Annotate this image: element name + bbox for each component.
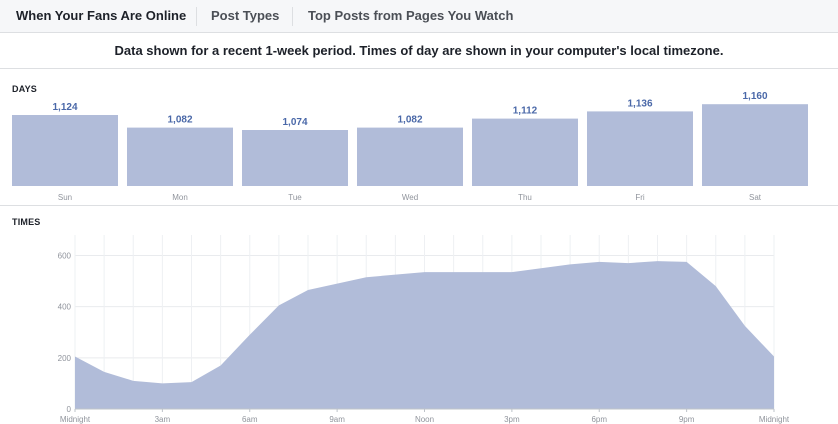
- times-area-chart: 0 200 400 600 Midnight 3am 6am 9am Noon 3pm 6pm 9pm…: [58, 235, 790, 424]
- times-y-tick-label: 200: [58, 354, 72, 363]
- day-value-label: 1,136: [627, 98, 652, 109]
- times-x-tick-label: Noon: [415, 415, 434, 424]
- day-value-label: 1,160: [742, 92, 767, 102]
- times-x-tick-label: 9am: [329, 415, 345, 424]
- day-category-label: Fri: [635, 193, 645, 202]
- day-bar-tue[interactable]: [242, 130, 348, 186]
- day-bar-sat[interactable]: [702, 104, 808, 186]
- tab-top-posts[interactable]: Top Posts from Pages You Watch: [308, 8, 514, 23]
- day-category-label: Thu: [518, 193, 532, 202]
- times-x-tick-label: 9pm: [679, 415, 695, 424]
- tab-bar: When Your Fans Are Online Post Types Top…: [0, 0, 838, 33]
- day-bar-mon[interactable]: [127, 127, 233, 186]
- day-category-label: Sat: [749, 193, 762, 202]
- tab-separator: [196, 7, 197, 26]
- day-bar-sun[interactable]: [12, 115, 118, 186]
- day-value-label: 1,074: [282, 117, 307, 128]
- days-section-label: DAYS: [12, 84, 37, 94]
- times-area-series[interactable]: [75, 261, 774, 409]
- section-divider: [0, 205, 838, 206]
- tab-when-fans-online[interactable]: When Your Fans Are Online: [16, 8, 187, 23]
- day-category-label: Tue: [288, 193, 302, 202]
- day-category-label: Sun: [58, 193, 72, 202]
- times-x-tick-label: 6am: [242, 415, 258, 424]
- day-value-label: 1,124: [52, 102, 77, 113]
- times-x-tick-label: 3am: [155, 415, 171, 424]
- days-bar-chart: 1,124 Sun 1,082 Mon 1,074 Tue 1,082 Wed 1,112 Thu…: [12, 92, 808, 202]
- day-category-label: Mon: [172, 193, 188, 202]
- tab-post-types[interactable]: Post Types: [211, 8, 280, 23]
- timezone-notice: Data shown for a recent 1-week period. T…: [0, 33, 838, 69]
- day-bar-thu[interactable]: [472, 118, 578, 186]
- times-y-tick-label: 600: [58, 251, 72, 260]
- times-section-label: TIMES: [12, 217, 41, 227]
- times-y-tick-label: 400: [58, 303, 72, 312]
- day-value-label: 1,112: [513, 106, 538, 117]
- times-x-tick-label: 6pm: [591, 415, 607, 424]
- times-x-tick-label: Midnight: [759, 415, 790, 424]
- day-value-label: 1,082: [397, 115, 422, 126]
- day-value-label: 1,082: [167, 115, 192, 126]
- times-x-tick-label: 3pm: [504, 415, 520, 424]
- day-category-label: Wed: [402, 193, 418, 202]
- tab-separator: [292, 7, 293, 26]
- day-bar-fri[interactable]: [587, 111, 693, 186]
- day-bar-wed[interactable]: [357, 127, 463, 186]
- times-y-tick-label: 0: [67, 405, 72, 414]
- times-x-tick-label: Midnight: [60, 415, 91, 424]
